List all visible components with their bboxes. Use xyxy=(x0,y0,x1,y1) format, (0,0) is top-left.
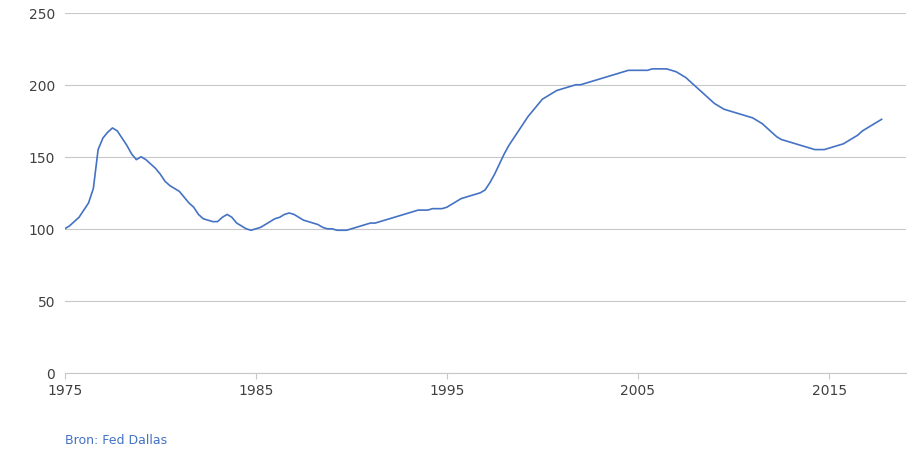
Text: Bron: Fed Dallas: Bron: Fed Dallas xyxy=(65,433,167,446)
